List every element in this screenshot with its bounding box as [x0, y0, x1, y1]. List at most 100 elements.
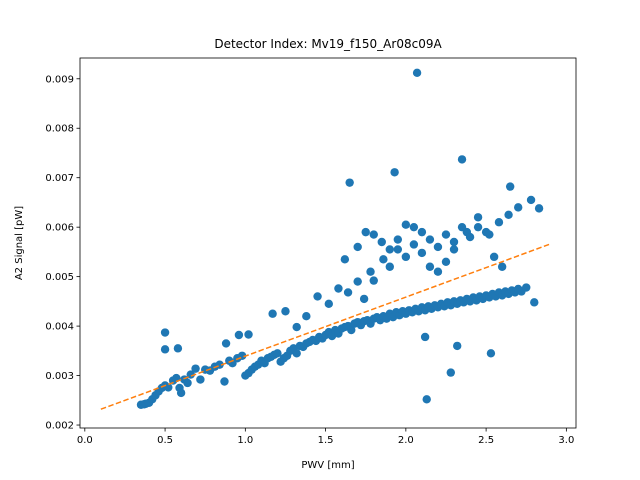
data-point	[505, 182, 515, 191]
data-point	[526, 195, 536, 205]
data-point	[441, 257, 451, 266]
data-point	[281, 307, 290, 316]
data-point	[453, 341, 462, 351]
data-point	[457, 155, 467, 164]
x-axis-label: PWV [mm]	[301, 460, 354, 471]
data-point	[530, 298, 539, 307]
y-axis-ticks: 0.002 0.003 0.004 0.005 0.006 0.007 0.008 0.009	[45, 74, 80, 432]
data-point	[196, 375, 205, 384]
data-point	[401, 252, 411, 262]
data-point	[412, 68, 422, 78]
data-point	[385, 245, 394, 254]
data-point	[489, 252, 499, 262]
y-tick-label: 0.008	[45, 124, 74, 135]
data-point	[514, 203, 523, 212]
data-point	[433, 242, 443, 252]
data-point	[425, 262, 435, 271]
data-point	[160, 328, 170, 337]
data-point	[160, 345, 170, 354]
data-point	[446, 368, 455, 377]
x-tick-label: 2.0	[398, 435, 414, 446]
data-point	[473, 213, 483, 222]
data-point	[433, 267, 443, 276]
data-point	[292, 322, 301, 332]
data-point	[393, 235, 403, 244]
data-point	[366, 267, 375, 276]
x-tick-label: 0.0	[77, 435, 93, 446]
data-point	[359, 294, 369, 304]
x-tick-label: 1.5	[318, 435, 334, 446]
data-point	[353, 277, 362, 286]
data-point	[457, 222, 467, 232]
data-point	[268, 309, 277, 318]
data-point	[420, 332, 430, 342]
x-tick-label: 3.0	[558, 435, 574, 446]
data-point	[409, 222, 419, 232]
data-point	[465, 232, 475, 242]
data-point	[176, 388, 186, 398]
y-tick-label: 0.009	[45, 74, 74, 85]
data-point	[183, 378, 192, 388]
data-point	[361, 227, 370, 237]
y-tick-label: 0.007	[45, 173, 74, 184]
data-point	[390, 168, 399, 177]
plot-frame	[79, 57, 577, 429]
data-point	[347, 325, 356, 335]
data-point	[173, 344, 183, 353]
plot-area	[79, 57, 577, 429]
y-axis-label: A2 Signal [pW]	[14, 206, 25, 280]
data-point	[186, 370, 195, 379]
data-point	[417, 227, 427, 237]
data-point	[340, 255, 350, 264]
data-point	[369, 276, 378, 285]
x-axis-ticks: 0.0 0.5 1.0 1.5 2.0 2.5 3.0	[77, 428, 574, 446]
data-point	[334, 284, 343, 293]
data-point	[379, 255, 388, 264]
data-point	[244, 330, 253, 339]
data-point	[481, 227, 491, 237]
data-point	[422, 395, 431, 404]
y-tick-label: 0.006	[45, 223, 74, 234]
data-point	[449, 237, 459, 247]
data-point	[497, 262, 507, 271]
data-point	[441, 230, 451, 239]
data-point	[534, 204, 544, 213]
data-point	[369, 230, 378, 239]
data-point	[302, 312, 311, 321]
points-layer	[136, 68, 544, 409]
data-point	[449, 245, 459, 254]
data-point	[385, 262, 394, 271]
data-point	[522, 283, 531, 292]
data-point	[164, 383, 173, 392]
data-point	[473, 222, 483, 232]
data-point	[273, 349, 282, 358]
data-point	[353, 242, 362, 252]
data-point	[221, 339, 231, 348]
y-tick-label: 0.004	[45, 322, 74, 333]
data-point	[504, 210, 513, 220]
data-point	[393, 245, 403, 254]
data-point	[234, 330, 244, 340]
data-point	[345, 178, 354, 187]
data-point	[191, 364, 200, 373]
data-point	[324, 299, 334, 309]
y-tick-label: 0.002	[45, 421, 74, 432]
data-point	[486, 349, 496, 358]
data-point	[401, 220, 411, 229]
data-point	[343, 288, 353, 297]
y-tick-label: 0.003	[45, 371, 74, 382]
x-tick-label: 2.5	[478, 435, 494, 446]
data-point	[377, 237, 386, 247]
data-point	[425, 235, 435, 244]
data-point	[220, 377, 229, 386]
x-tick-label: 1.0	[237, 435, 253, 446]
data-point	[417, 248, 427, 258]
data-point	[494, 218, 504, 227]
y-tick-label: 0.005	[45, 272, 74, 283]
data-point	[409, 240, 419, 249]
data-point	[313, 292, 322, 301]
x-tick-label: 0.5	[157, 435, 173, 446]
chart-title: Detector Index: Mv19_f150_Ar08c09A	[214, 37, 442, 51]
